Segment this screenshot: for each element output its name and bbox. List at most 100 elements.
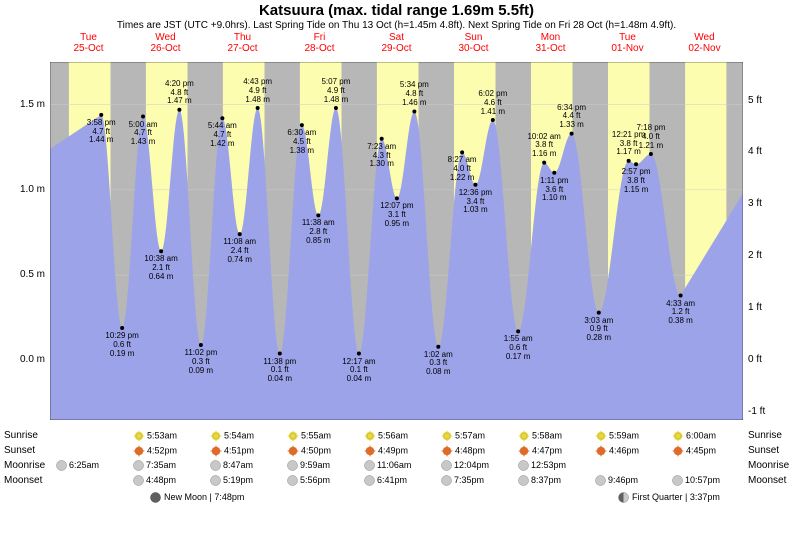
moon-icon <box>133 475 144 486</box>
y-tick-ft: -1 ft <box>748 406 788 417</box>
moonrise-time: 12:53pm <box>518 460 595 471</box>
sun-yellow-icon <box>518 430 530 442</box>
time-value: 5:56am <box>378 430 408 440</box>
moonrise-time: 9:59am <box>287 460 364 471</box>
day-date: 27-Oct <box>204 43 281 54</box>
moon-phase-label: First Quarter <box>632 492 683 502</box>
moon-icon <box>287 475 298 486</box>
sun-orange-icon <box>672 445 684 457</box>
low-tide-label: 1:55 am0.6 ft0.17 m <box>493 335 543 361</box>
time-value: 12:53pm <box>531 460 566 470</box>
sunrise-time: 6:00am <box>672 430 749 442</box>
y-tick-ft: 1 ft <box>748 302 788 313</box>
moon-phase-time: 3:37pm <box>690 492 720 502</box>
sunset-time: 4:49pm <box>364 445 441 457</box>
time-value: 4:50pm <box>301 445 331 455</box>
high-tide-label: 5:07 pm4.9 ft1.48 m <box>311 78 361 104</box>
time-value: 4:52pm <box>147 445 177 455</box>
moon-phase-icon <box>618 492 629 503</box>
moon-icon <box>364 475 375 486</box>
row-label-sunset: Sunset <box>4 445 52 456</box>
row-label-sunrise: Sunrise <box>748 430 793 441</box>
sun-yellow-icon <box>287 430 299 442</box>
time-value: 5:59am <box>609 430 639 440</box>
row-label-moonset: Moonset <box>4 475 52 486</box>
y-tick-ft: 4 ft <box>748 146 788 157</box>
moon-icon <box>518 475 529 486</box>
time-value: 5:19pm <box>223 475 253 485</box>
moon-phase-icon <box>150 492 161 503</box>
high-tide-label: 6:30 am4.5 ft1.38 m <box>277 129 327 155</box>
moonrise-time: 11:06am <box>364 460 441 471</box>
time-value: 5:53am <box>147 430 177 440</box>
y-tick-m: 0.5 m <box>0 269 45 280</box>
time-value: 4:51pm <box>224 445 254 455</box>
moon-icon <box>56 460 67 471</box>
time-value: 10:57pm <box>685 475 720 485</box>
high-tide-label: 6:02 pm4.6 ft1.41 m <box>468 90 518 116</box>
sunset-time: 4:51pm <box>210 445 287 457</box>
time-value: 4:48pm <box>455 445 485 455</box>
day-header: Sun30-Oct <box>435 32 512 54</box>
day-date: 01-Nov <box>589 43 666 54</box>
time-value: 9:59am <box>300 460 330 470</box>
high-tide-label: 5:44 am4.7 ft1.42 m <box>197 122 247 148</box>
chart-subtitle: Times are JST (UTC +9.0hrs). Last Spring… <box>0 20 793 31</box>
moonrise-time: 12:04pm <box>441 460 518 471</box>
sunset-time: 4:52pm <box>133 445 210 457</box>
low-tide-label: 12:36 pm3.4 ft1.03 m <box>450 189 500 215</box>
high-tide-label: 8:27 am4.0 ft1.22 m <box>437 156 487 182</box>
time-value: 6:25am <box>69 460 99 470</box>
day-of-week: Wed <box>127 32 204 43</box>
day-header: Sat29-Oct <box>358 32 435 54</box>
day-header: Tue25-Oct <box>50 32 127 54</box>
low-tide-label: 3:03 am0.9 ft0.28 m <box>574 317 624 343</box>
sun-orange-icon <box>441 445 453 457</box>
chart-title: Katsuura (max. tidal range 1.69m 5.5ft) <box>0 2 793 19</box>
day-of-week: Sat <box>358 32 435 43</box>
moon-icon <box>210 460 221 471</box>
row-label-sunset: Sunset <box>748 445 793 456</box>
moon-phase: New Moon | 7:48pm <box>150 492 244 503</box>
time-value: 9:46pm <box>608 475 638 485</box>
moonset-time: 10:57pm <box>672 475 749 486</box>
moonset-time: 8:37pm <box>518 475 595 486</box>
sun-yellow-icon <box>210 430 222 442</box>
time-value: 7:35pm <box>454 475 484 485</box>
low-tide-label: 11:02 pm0.3 ft0.09 m <box>176 349 226 375</box>
day-of-week: Tue <box>50 32 127 43</box>
moon-phase: First Quarter | 3:37pm <box>618 492 720 503</box>
day-date: 02-Nov <box>666 43 743 54</box>
moonrise-time: 8:47am <box>210 460 287 471</box>
time-value: 4:48pm <box>146 475 176 485</box>
high-tide-label: 7:18 pm4.0 ft1.21 m <box>626 124 676 150</box>
sunrise-time: 5:59am <box>595 430 672 442</box>
high-tide-label: 10:02 am3.8 ft1.16 m <box>519 133 569 159</box>
moon-icon <box>287 460 298 471</box>
time-value: 4:45pm <box>686 445 716 455</box>
high-tide-label: 4:20 pm4.8 ft1.47 m <box>154 80 204 106</box>
moonset-time: 9:46pm <box>595 475 672 486</box>
moonrise-time: 6:25am <box>56 460 133 471</box>
sun-yellow-icon <box>441 430 453 442</box>
sun-orange-icon <box>364 445 376 457</box>
day-of-week: Tue <box>589 32 666 43</box>
high-tide-label: 6:34 pm4.4 ft1.33 m <box>547 104 597 130</box>
moonset-time: 5:19pm <box>210 475 287 486</box>
day-date: 29-Oct <box>358 43 435 54</box>
low-tide-label: 1:02 am0.3 ft0.08 m <box>413 351 463 377</box>
sunset-time: 4:46pm <box>595 445 672 457</box>
time-value: 5:54am <box>224 430 254 440</box>
sun-orange-icon <box>287 445 299 457</box>
y-tick-m: 1.0 m <box>0 184 45 195</box>
day-header: Thu27-Oct <box>204 32 281 54</box>
time-value: 8:37pm <box>531 475 561 485</box>
sunset-time: 4:48pm <box>441 445 518 457</box>
moonset-time: 6:41pm <box>364 475 441 486</box>
moonset-time: 5:56pm <box>287 475 364 486</box>
time-value: 6:41pm <box>377 475 407 485</box>
sunrise-time: 5:54am <box>210 430 287 442</box>
sunrise-time: 5:58am <box>518 430 595 442</box>
row-label-moonset: Moonset <box>748 475 793 486</box>
time-value: 4:49pm <box>378 445 408 455</box>
